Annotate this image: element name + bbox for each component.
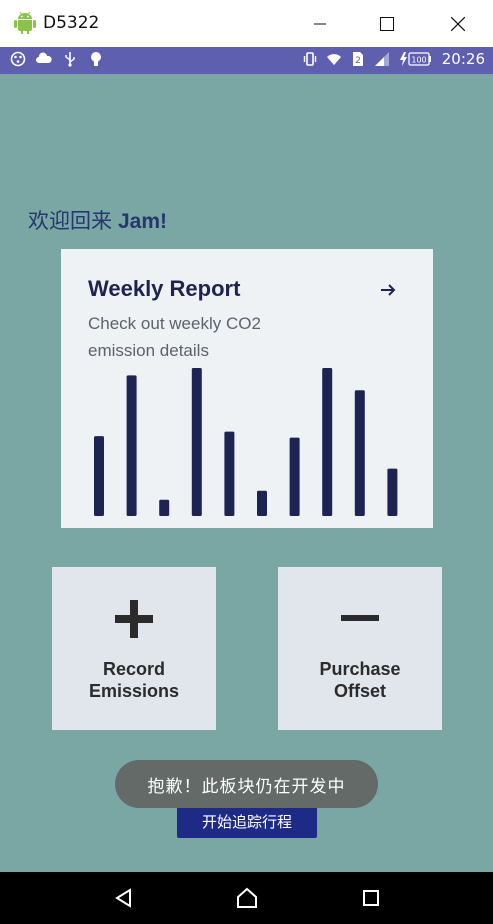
chart-bar-4 — [191, 368, 202, 516]
battery-charging-icon: 100 — [399, 52, 431, 66]
vibrate-icon — [303, 52, 316, 66]
chart-bar-1 — [94, 436, 104, 516]
chart-bar-8 — [322, 368, 333, 516]
settings-dots-icon — [10, 51, 26, 67]
chart-bar-3 — [159, 499, 170, 516]
sim-2-icon: 2 — [352, 52, 363, 66]
close-icon — [451, 16, 465, 31]
bulb-icon — [91, 52, 101, 66]
sim-label: 2 — [355, 56, 361, 66]
window-title: D5322 — [43, 13, 100, 33]
status-bar: 2 100 20:26 — [0, 47, 493, 74]
purchase-offset-button[interactable]: Purchase Offset — [278, 567, 442, 730]
chart-bar-5 — [224, 431, 235, 516]
plus-icon — [115, 600, 153, 638]
status-time: 20:26 — [441, 50, 485, 68]
android-icon — [14, 11, 36, 34]
chart-bar-9 — [354, 390, 365, 516]
report-title: Weekly Report — [88, 276, 241, 301]
greeting: 欢迎回来 Jam! — [28, 205, 167, 235]
purchase-offset-label: Purchase Offset — [319, 659, 401, 701]
record-emissions-button[interactable]: Record Emissions — [52, 567, 216, 730]
minimize-button[interactable] — [285, 0, 355, 47]
wifi-icon — [326, 54, 341, 65]
battery-label: 100 — [411, 56, 426, 65]
toast-message: 抱歉！此板块仍在开发中 — [115, 760, 378, 808]
minus-icon — [341, 615, 379, 621]
signal-icon — [374, 52, 389, 66]
chart-bar-6 — [257, 490, 267, 516]
start-tracking-button[interactable]: 开始追踪行程 — [177, 804, 317, 838]
weekly-report-card[interactable]: Weekly Report Check out weekly CO2 emiss… — [61, 249, 433, 528]
window-titlebar: D5322 — [0, 0, 493, 47]
weekly-emissions-chart — [94, 368, 398, 516]
minimize-icon — [314, 23, 326, 24]
greeting-prefix: 欢迎回来 — [28, 209, 112, 233]
cloud-icon — [36, 52, 52, 63]
maximize-button[interactable] — [352, 0, 422, 47]
navigation-bar — [0, 872, 493, 924]
maximize-icon — [380, 16, 394, 31]
recent-apps-icon[interactable] — [359, 886, 383, 910]
chart-bar-7 — [289, 437, 300, 516]
report-subtitle: Check out weekly CO2 emission details — [88, 314, 261, 360]
record-emissions-label: Record Emissions — [88, 659, 180, 701]
user-name: Jam! — [118, 210, 168, 233]
chart-bar-10 — [387, 468, 398, 516]
arrow-right-icon[interactable] — [379, 281, 397, 299]
back-icon[interactable] — [112, 886, 136, 910]
chart-bar-2 — [126, 375, 137, 516]
close-button[interactable] — [423, 0, 493, 47]
home-icon[interactable] — [235, 886, 259, 910]
usb-icon — [65, 52, 75, 67]
